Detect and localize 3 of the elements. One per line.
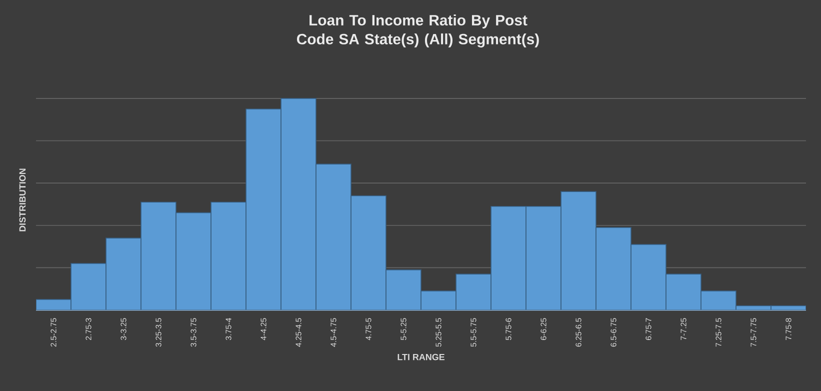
x-axis-title: LTI RANGE [398,354,444,360]
chart-title: Loan To Income Ratio By Post Code SA State(s) (All) Segment(s) [296,14,539,48]
y-axis-title: DISTRIBUTION [19,168,26,232]
